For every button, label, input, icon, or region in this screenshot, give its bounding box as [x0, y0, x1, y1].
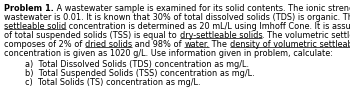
- Text: The: The: [209, 40, 230, 49]
- Text: of total suspended solids (TSS) is equal to: of total suspended solids (TSS) is equal…: [4, 31, 180, 40]
- Text: . The volumetric settleable solids: . The volumetric settleable solids: [262, 31, 350, 40]
- Text: concentration is determined as 20 mL/L using Imhoff Cone. It is assumed that 40%: concentration is determined as 20 mL/L u…: [66, 22, 350, 31]
- Text: dried solids: dried solids: [85, 40, 132, 49]
- Text: and 98% of: and 98% of: [132, 40, 184, 49]
- Text: Problem 1.: Problem 1.: [4, 4, 54, 13]
- Text: concentration is given as 1020 g/L. Use information given in problem, calculate:: concentration is given as 1020 g/L. Use …: [4, 49, 333, 59]
- Text: density of volumetric settleable: density of volumetric settleable: [230, 40, 350, 49]
- Text: dry-settleable solids: dry-settleable solids: [180, 31, 262, 40]
- Text: composes of 2% of: composes of 2% of: [4, 40, 85, 49]
- Text: a)  Total Dissolved Solids (TDS) concentration as mg/L.: a) Total Dissolved Solids (TDS) concentr…: [25, 60, 248, 69]
- Text: c)  Total Solids (TS) concentration as mg/L.: c) Total Solids (TS) concentration as mg…: [25, 78, 200, 87]
- Text: water.: water.: [184, 40, 209, 49]
- Text: A wastewater sample is examined for its solid contents. The ionic strength (μ) o: A wastewater sample is examined for its …: [54, 4, 350, 13]
- Text: b)  Total Suspended Solids (TSS) concentration as mg/L.: b) Total Suspended Solids (TSS) concentr…: [25, 69, 254, 78]
- Text: wastewater is 0.01. It is known that 30% of total dissolved solids (TDS) is orga: wastewater is 0.01. It is known that 30%…: [4, 13, 350, 22]
- Text: settleable solid: settleable solid: [4, 22, 66, 31]
